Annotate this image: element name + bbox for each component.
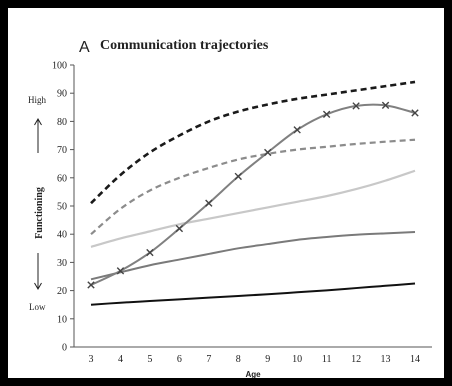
chart-series bbox=[88, 82, 418, 305]
y-tick-label: 90 bbox=[57, 89, 67, 100]
y-tick-label: 10 bbox=[57, 314, 67, 325]
series-line-5 bbox=[91, 284, 415, 305]
x-axis-label: Age bbox=[245, 370, 261, 378]
y-tick-label: 50 bbox=[57, 202, 67, 213]
y-high-label: High bbox=[28, 95, 47, 105]
series-point-6 bbox=[206, 200, 212, 206]
series-point-6 bbox=[294, 127, 300, 133]
x-tick-label: 9 bbox=[265, 354, 270, 365]
series-line-6 bbox=[91, 105, 415, 285]
y-tick-label: 0 bbox=[62, 343, 67, 354]
series-point-6 bbox=[265, 149, 271, 155]
x-tick-label: 3 bbox=[89, 354, 94, 365]
y-tick-label: 80 bbox=[57, 117, 67, 128]
series-point-6 bbox=[235, 173, 241, 179]
x-tick-label: 10 bbox=[292, 354, 302, 365]
y-tick-label: 70 bbox=[57, 145, 67, 156]
x-tick-label: 8 bbox=[236, 354, 241, 365]
chart-panel: A Communication trajectories 0 10 20 30 40 50… bbox=[8, 8, 444, 378]
x-tick-label: 4 bbox=[118, 354, 123, 365]
x-tick-label: 13 bbox=[381, 354, 391, 365]
x-tick-label: 12 bbox=[351, 354, 361, 365]
up-arrow bbox=[35, 119, 42, 153]
communication-trajectories-chart: A Communication trajectories 0 10 20 30 40 50… bbox=[8, 8, 444, 378]
y-low-label: Low bbox=[29, 302, 46, 312]
y-tick-label: 60 bbox=[57, 173, 67, 184]
chart-title: Communication trajectories bbox=[100, 38, 269, 53]
y-tick-label: 100 bbox=[52, 61, 67, 72]
series-line-3 bbox=[91, 171, 415, 247]
series-line-4 bbox=[91, 232, 415, 279]
down-arrow bbox=[35, 253, 42, 289]
x-tick-label: 6 bbox=[177, 354, 182, 365]
series-point-6 bbox=[176, 225, 182, 231]
panel-letter: A bbox=[79, 39, 90, 56]
series-line-1 bbox=[91, 82, 415, 203]
x-tick-label: 5 bbox=[147, 354, 152, 365]
y-tick-label: 20 bbox=[57, 286, 67, 297]
y-tick-label: 30 bbox=[57, 258, 67, 269]
x-tick-label: 11 bbox=[322, 354, 332, 365]
x-tick-label: 14 bbox=[410, 354, 420, 365]
x-tick-label: 7 bbox=[206, 354, 211, 365]
y-axis-label: Functioning bbox=[34, 187, 45, 239]
y-tick-label: 40 bbox=[57, 230, 67, 241]
series-point-6 bbox=[147, 249, 153, 255]
